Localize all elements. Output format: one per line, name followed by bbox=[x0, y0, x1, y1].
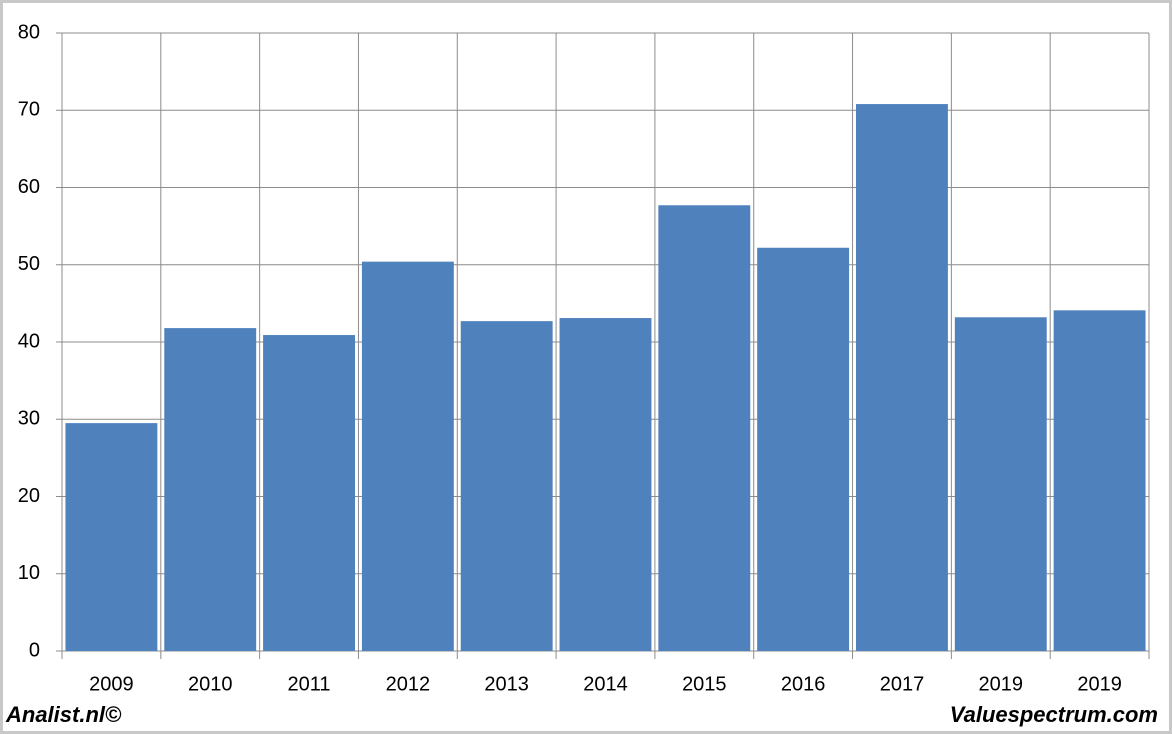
bar bbox=[856, 104, 948, 651]
bar bbox=[65, 423, 158, 651]
x-tick-label: 2014 bbox=[583, 673, 628, 695]
bar bbox=[1053, 310, 1146, 651]
y-tick-label: 80 bbox=[18, 21, 40, 43]
y-tick-label: 70 bbox=[18, 99, 40, 121]
bar bbox=[263, 335, 355, 651]
x-tick-label: 2019 bbox=[979, 673, 1024, 695]
bar bbox=[658, 205, 751, 651]
bar bbox=[757, 247, 850, 651]
x-tick-label: 2015 bbox=[682, 673, 727, 695]
x-tick-label: 2019 bbox=[1077, 673, 1122, 695]
x-tick-label: 2013 bbox=[484, 673, 529, 695]
x-tick-label: 2011 bbox=[288, 673, 331, 695]
x-tick-label: 2016 bbox=[781, 673, 826, 695]
y-tick-label: 10 bbox=[18, 562, 40, 584]
y-tick-label: 50 bbox=[18, 253, 40, 275]
y-tick-label: 30 bbox=[18, 408, 40, 430]
y-tick-label: 20 bbox=[18, 485, 40, 507]
bar bbox=[361, 261, 454, 651]
x-tick-label: 2012 bbox=[386, 673, 431, 695]
x-tick-label: 2010 bbox=[188, 673, 233, 695]
x-tick-label: 2017 bbox=[880, 673, 925, 695]
bar bbox=[559, 318, 652, 651]
footer-left: Analist.nl© bbox=[5, 702, 122, 727]
bar bbox=[164, 328, 257, 651]
bar bbox=[460, 321, 553, 651]
bar bbox=[954, 317, 1047, 651]
y-tick-label: 60 bbox=[18, 176, 40, 198]
y-tick-label: 0 bbox=[29, 639, 40, 661]
y-tick-label: 40 bbox=[18, 330, 40, 352]
x-tick-label: 2009 bbox=[89, 673, 134, 695]
footer-right: Valuespectrum.com bbox=[950, 702, 1158, 727]
